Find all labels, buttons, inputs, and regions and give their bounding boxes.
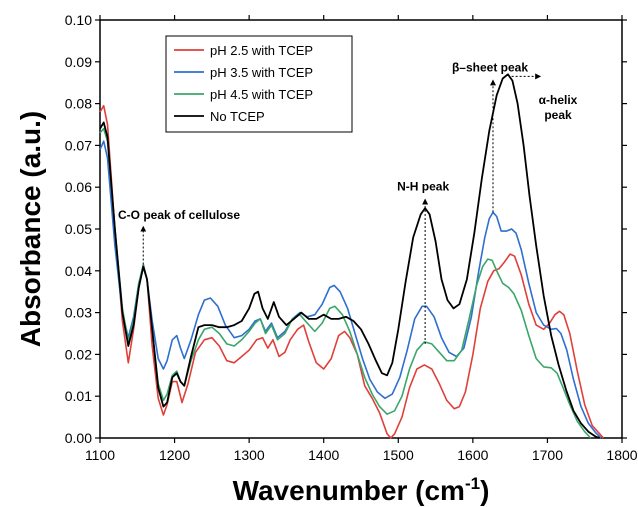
x-tick-label: 1600 bbox=[457, 447, 488, 463]
series-line-3 bbox=[100, 129, 591, 438]
y-tick-label: 0.00 bbox=[65, 430, 92, 446]
x-tick-label: 1300 bbox=[234, 447, 265, 463]
y-tick-label: 0.08 bbox=[65, 96, 92, 112]
y-tick-label: 0.01 bbox=[65, 388, 92, 404]
y-tick-label: 0.02 bbox=[65, 346, 92, 362]
y-tick-label: 0.07 bbox=[65, 137, 92, 153]
x-tick-label: 1700 bbox=[532, 447, 563, 463]
y-tick-label: 0.03 bbox=[65, 305, 92, 321]
x-axis-title: Wavenumber (cm-1) bbox=[233, 474, 490, 506]
x-tick-label: 1800 bbox=[606, 447, 637, 463]
legend-label: pH 4.5 with TCEP bbox=[210, 87, 313, 102]
legend-label: No TCEP bbox=[210, 109, 265, 124]
y-tick-label: 0.04 bbox=[65, 263, 92, 279]
y-tick-label: 0.06 bbox=[65, 179, 92, 195]
y-tick-label: 0.05 bbox=[65, 221, 92, 237]
annotation-label: α-helix bbox=[539, 93, 578, 107]
annotation-label: N-H peak bbox=[397, 180, 449, 194]
x-tick-label: 1500 bbox=[383, 447, 414, 463]
annotation-label: β–sheet peak bbox=[452, 61, 528, 75]
legend: pH 2.5 with TCEP pH 3.5 with TCEP pH 4.5 w… bbox=[166, 36, 352, 132]
x-tick-label: 1400 bbox=[308, 447, 339, 463]
annotation-label: C-O peak of cellulose bbox=[118, 208, 240, 222]
x-tick-label: 1200 bbox=[159, 447, 190, 463]
y-tick-label: 0.10 bbox=[65, 12, 92, 28]
x-tick-label: 1100 bbox=[85, 447, 115, 463]
series-line-1 bbox=[100, 106, 603, 438]
y-tick-label: 0.09 bbox=[65, 54, 92, 70]
legend-label: pH 2.5 with TCEP bbox=[210, 43, 313, 58]
annotation-label-line2: peak bbox=[544, 108, 572, 122]
series-line-2 bbox=[100, 141, 601, 438]
y-axis-title: Absorbance (a.u.) bbox=[15, 111, 46, 347]
legend-label: pH 3.5 with TCEP bbox=[210, 65, 313, 80]
